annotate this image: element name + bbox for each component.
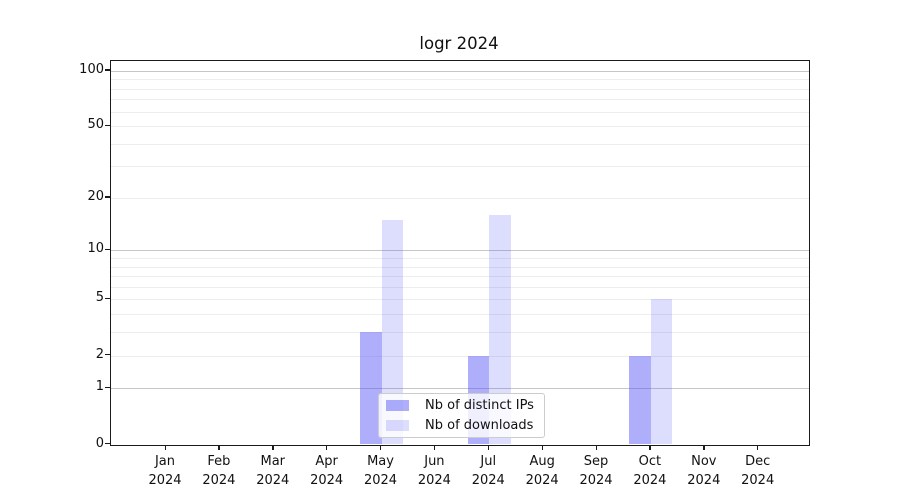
bar-downloads	[381, 219, 404, 445]
y-tick-mark	[104, 248, 110, 251]
y-axis-tick-label: 50	[87, 117, 104, 133]
gridline-minor	[111, 143, 809, 145]
x-tick-mark	[164, 445, 166, 450]
bar-downloads	[650, 299, 673, 445]
y-tick-mark	[104, 196, 110, 198]
x-tick-mark	[218, 445, 220, 450]
plot-area	[110, 60, 810, 446]
bar-distinct-ips	[360, 332, 382, 445]
x-tick-mark	[272, 445, 274, 450]
legend-label-downloads: Nb of downloads	[425, 418, 534, 433]
x-axis-tick-label: Nov 2024	[687, 453, 721, 489]
x-tick-mark	[487, 445, 490, 450]
x-axis-tick-label: Sep 2024	[579, 453, 613, 489]
y-tick-mark	[104, 354, 110, 356]
y-axis-tick-label: 5	[95, 290, 104, 306]
x-tick-mark	[326, 445, 328, 450]
gridline-major	[111, 70, 809, 72]
x-axis-tick-label: Apr 2024	[310, 453, 344, 489]
legend-swatch-downloads	[386, 420, 409, 431]
legend-entry-downloads: Nb of downloads	[385, 417, 538, 434]
gridline-minor	[111, 332, 809, 334]
x-axis-tick-label: Jan 2024	[148, 453, 182, 489]
x-tick-mark	[433, 445, 436, 450]
gridline-minor	[111, 111, 809, 113]
gridline-minor	[111, 314, 809, 316]
x-axis-tick-label: Dec 2024	[741, 453, 775, 489]
chart-title: logr 2024	[419, 34, 499, 53]
y-axis-tick-label: 2	[95, 346, 104, 362]
y-tick-mark	[104, 124, 110, 126]
x-axis-tick-label: May 2024	[363, 453, 398, 489]
gridline-minor	[111, 197, 809, 199]
x-axis-tick-label: Jun 2024	[417, 453, 451, 489]
legend: Nb of distinct IPs Nb of downloads	[378, 393, 545, 438]
x-axis-tick-label: Mar 2024	[256, 453, 290, 489]
y-axis-tick-label: 20	[87, 188, 104, 204]
y-tick-mark	[104, 386, 110, 389]
gridline-minor	[111, 355, 809, 357]
gridline-minor	[111, 88, 809, 90]
bar-downloads	[489, 215, 511, 445]
gridline-minor	[111, 276, 809, 278]
gridline-minor	[111, 79, 809, 81]
legend-label-distinct-ips: Nb of distinct IPs	[425, 398, 534, 413]
gridline-major	[111, 250, 809, 252]
x-axis-tick-label: Aug 2024	[525, 453, 559, 489]
gridline-major	[111, 388, 809, 390]
gridline-minor	[111, 266, 809, 268]
x-tick-mark	[703, 445, 705, 450]
gridline-minor	[111, 166, 809, 168]
legend-entry-distinct-ips: Nb of distinct IPs	[385, 397, 538, 414]
x-axis-tick-label: Oct 2024	[633, 453, 667, 489]
y-axis-tick-label: 10	[87, 241, 104, 257]
y-tick-mark	[104, 297, 110, 300]
gridline-minor	[111, 286, 809, 288]
gridline-minor	[111, 258, 809, 260]
y-axis-tick-label: 0	[95, 435, 104, 451]
gridline-minor	[111, 99, 809, 101]
x-axis-tick-label: Jul 2024	[471, 453, 505, 489]
gridline-minor	[111, 126, 809, 128]
x-tick-mark	[649, 445, 651, 450]
x-tick-mark	[380, 445, 382, 450]
y-axis-tick-label: 100	[79, 61, 104, 77]
x-tick-mark	[541, 445, 543, 450]
bar-distinct-ips	[629, 355, 651, 445]
x-axis-tick-label: Feb 2024	[202, 453, 236, 489]
x-tick-mark	[757, 445, 759, 450]
legend-swatch-distinct-ips	[386, 400, 409, 411]
x-tick-mark	[595, 445, 597, 450]
gridline-minor	[111, 299, 809, 301]
y-tick-mark	[104, 69, 110, 71]
y-tick-mark	[104, 443, 110, 445]
y-axis-tick-label: 1	[95, 379, 104, 395]
